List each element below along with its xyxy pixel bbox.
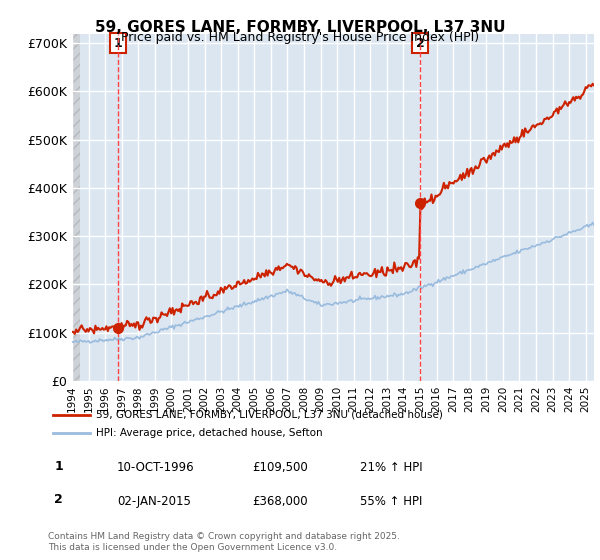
Text: 1: 1 — [113, 37, 122, 50]
Text: HPI: Average price, detached house, Sefton: HPI: Average price, detached house, Seft… — [95, 428, 322, 438]
Text: 02-JAN-2015: 02-JAN-2015 — [117, 494, 191, 508]
Text: 10-OCT-1996: 10-OCT-1996 — [117, 461, 194, 474]
Text: 55% ↑ HPI: 55% ↑ HPI — [360, 494, 422, 508]
Text: £109,500: £109,500 — [252, 461, 308, 474]
Text: Price paid vs. HM Land Registry's House Price Index (HPI): Price paid vs. HM Land Registry's House … — [121, 31, 479, 44]
Text: 2: 2 — [54, 493, 63, 506]
Text: 59, GORES LANE, FORMBY, LIVERPOOL, L37 3NU: 59, GORES LANE, FORMBY, LIVERPOOL, L37 3… — [95, 20, 505, 35]
Text: £368,000: £368,000 — [252, 494, 308, 508]
Text: 59, GORES LANE, FORMBY, LIVERPOOL, L37 3NU (detached house): 59, GORES LANE, FORMBY, LIVERPOOL, L37 3… — [95, 410, 442, 420]
Text: 1: 1 — [54, 460, 63, 473]
Text: 2: 2 — [416, 37, 425, 50]
Text: Contains HM Land Registry data © Crown copyright and database right 2025.
This d: Contains HM Land Registry data © Crown c… — [48, 532, 400, 552]
Text: 21% ↑ HPI: 21% ↑ HPI — [360, 461, 422, 474]
